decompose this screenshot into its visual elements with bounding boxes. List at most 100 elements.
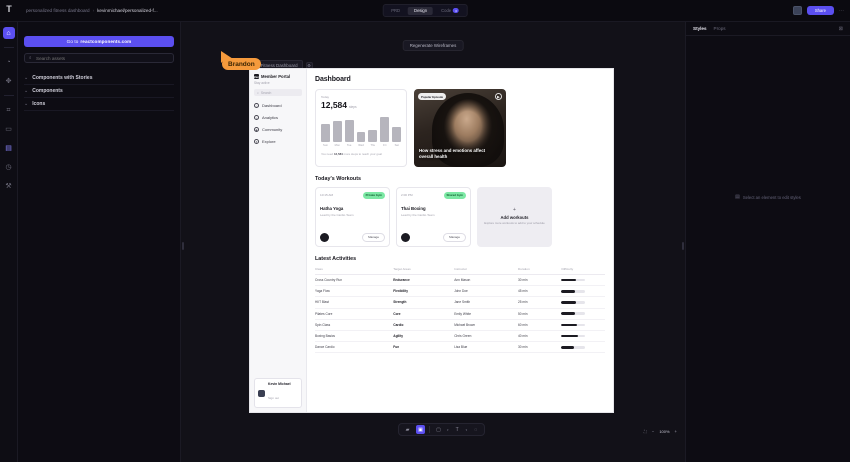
bar <box>332 121 342 142</box>
puzzle-icon[interactable]: ✥ <box>5 77 12 85</box>
workout-time: 2:00 PM <box>401 193 413 198</box>
artboard[interactable]: Zen Member Portal Stay active ⌕ Search ⌂… <box>249 68 614 413</box>
comment-tool-icon[interactable]: ◌ <box>474 426 478 433</box>
breadcrumb-project[interactable]: personalized fitness dashboard <box>26 8 90 13</box>
cell-instructor: Michael Brown <box>454 319 518 331</box>
cell-duration: 60 min <box>517 319 562 331</box>
nav-item-analytics[interactable]: ⌁ Analytics <box>254 115 302 120</box>
difficulty-bar <box>561 334 586 338</box>
cursor-name-tag: Brandon <box>222 58 261 70</box>
more-menu-icon[interactable]: ⋯ <box>839 7 844 14</box>
artboard-search[interactable]: ⌕ Search <box>254 89 302 96</box>
cell-difficulty <box>561 296 605 309</box>
fit-screen-icon[interactable]: ⛶ <box>643 428 647 434</box>
chevron-down-icon[interactable]: ▾ <box>447 427 449 432</box>
close-icon[interactable]: ⊠ <box>838 25 843 32</box>
cell-duration: 30 min <box>517 341 562 354</box>
artboard-user-card[interactable]: Kevin Michael Sign out <box>254 378 302 408</box>
promo-card[interactable]: Popular Episode ▶ How stress and emotion… <box>414 89 506 167</box>
table-row[interactable]: Yoga Flow Flexibility John Doe 45 min <box>315 285 605 298</box>
search-input[interactable] <box>36 55 169 61</box>
go-to-reactcomponents-button[interactable]: Go to reactcomponents.com <box>24 36 174 47</box>
zoom-in-button[interactable]: + <box>674 428 677 434</box>
avatar[interactable] <box>792 6 802 15</box>
regenerate-wireframes-button[interactable]: Regenerate Wireframes <box>402 40 464 51</box>
zoom-level[interactable]: 100% <box>659 428 670 434</box>
frame-tool-icon[interactable]: ▣ <box>416 425 425 434</box>
zoom-out-button[interactable]: − <box>651 428 655 434</box>
history-icon[interactable]: ◷ <box>5 163 12 171</box>
compass-icon: ✦ <box>254 139 259 144</box>
manage-button[interactable]: Manage <box>362 232 385 242</box>
share-button[interactable]: Share <box>806 6 834 15</box>
layers-icon[interactable]: ⌗ <box>6 106 11 114</box>
table-row[interactable]: Pilates Core Core Emily White 50 min <box>315 308 605 320</box>
add-workouts-card[interactable]: + Add workouts Explore more workouts to … <box>477 187 552 247</box>
workout-card-footer: Manage <box>401 232 466 242</box>
tab-prd[interactable]: PRD <box>391 8 401 13</box>
table-row[interactable]: Boxing Basics Agility Chris Green 40 min <box>315 330 605 343</box>
workout-card-header: 2:00 PM Shared Gym <box>401 192 466 199</box>
cell-class: Boxing Basics <box>315 330 394 343</box>
tab-styles[interactable]: Styles <box>693 26 707 31</box>
manage-button[interactable]: Manage <box>443 232 466 242</box>
cursor-tool-icon[interactable]: ▰ <box>405 426 410 433</box>
tree-group-components-with-stories[interactable]: ⌄ Components with Stories <box>24 72 174 85</box>
bar-column: Wed <box>356 131 366 147</box>
database-icon[interactable]: ▤ <box>5 144 12 152</box>
file-icon[interactable]: ▭ <box>5 125 12 133</box>
workouts-row: 10:15 AM Private Gym Hatha Yoga Lead by … <box>315 187 605 247</box>
tab-props[interactable]: Props <box>713 26 726 31</box>
shape-tool-icon[interactable]: ▢ <box>436 426 441 433</box>
play-icon[interactable]: ▶ <box>495 93 502 100</box>
plugin-icon[interactable]: ⚒ <box>5 182 12 190</box>
styles-panel: Styles Props ⊠ ▤ Select an element to ed… <box>685 22 850 462</box>
user-name: Kevin Michael <box>268 382 291 386</box>
promo-title: How stress and emotions affect overall h… <box>419 148 486 160</box>
tab-design[interactable]: Design <box>408 6 434 15</box>
bar-label: Mon <box>334 144 340 147</box>
bar <box>356 131 366 142</box>
cell-duration: 50 min <box>517 308 562 320</box>
design-canvas[interactable]: Regenerate Wireframes ⌄ Fitness Dashboar… <box>181 22 685 462</box>
canvas-resize-handle-right[interactable] <box>682 242 684 250</box>
bar-label: Thu <box>370 144 376 147</box>
breadcrumb[interactable]: personalized fitness dashboard › kevinmi… <box>26 8 158 13</box>
chevron-down-icon[interactable]: ▾ <box>465 427 468 432</box>
tree-group-icons[interactable]: ⌄ Icons <box>24 98 174 111</box>
chevron-down-icon: ⌄ <box>24 101 29 107</box>
bar-label: Sat <box>394 144 399 147</box>
cell-difficulty <box>561 274 605 287</box>
text-tool-icon[interactable]: T <box>455 426 459 433</box>
tab-code-label: Code <box>441 8 452 13</box>
add-workouts-title: Add workouts <box>500 215 529 221</box>
difficulty-bar <box>561 312 586 315</box>
nav-item-dashboard[interactable]: ⌂ Dashboard <box>254 103 302 108</box>
steps-unit: steps <box>349 105 357 109</box>
col-difficulty: Difficulty <box>561 267 605 275</box>
workout-card[interactable]: 2:00 PM Shared Gym Thai Boxing Lead by t… <box>396 187 471 247</box>
nav-item-community[interactable]: ☻ Community <box>254 127 302 132</box>
tree-group-components[interactable]: ⌄ Components <box>24 85 174 98</box>
table-row[interactable]: Dance Cardio Fun Lisa Blue 30 min <box>315 341 605 354</box>
search-assets-box[interactable]: ⌕ <box>24 53 174 63</box>
promo-image-overlay <box>432 93 504 167</box>
table-row[interactable]: HIIT Blast Strength Jane Smith 25 min <box>315 296 605 309</box>
table-row[interactable]: Cross Country Run Endurance Ann Mason 30 mi… <box>315 274 605 287</box>
topbar-right: Share ⋯ <box>792 6 844 15</box>
tab-code[interactable]: Code 3 <box>435 7 465 15</box>
cell-class: HIIT Blast <box>315 296 394 309</box>
cell-difficulty <box>561 285 605 298</box>
workout-tag: Private Gym <box>362 192 385 199</box>
sign-out-link[interactable]: Sign out <box>268 396 280 400</box>
brand-tagline: Stay active <box>254 81 270 85</box>
canvas-resize-handle-left[interactable] <box>182 242 184 250</box>
table-row[interactable]: Spin Class Cardio Michael Brown 60 min <box>315 319 605 331</box>
breadcrumb-repo[interactable]: kevinmichael/personalized-f... <box>97 8 158 13</box>
clock-icon[interactable]: ◔ <box>6 58 11 66</box>
workout-card[interactable]: 10:15 AM Private Gym Hatha Yoga Lead by … <box>315 187 390 247</box>
cell-duration: 40 min <box>517 330 562 343</box>
nav-item-explore[interactable]: ✦ Explore <box>254 139 302 144</box>
home-icon[interactable]: ⌂ <box>2 27 15 39</box>
